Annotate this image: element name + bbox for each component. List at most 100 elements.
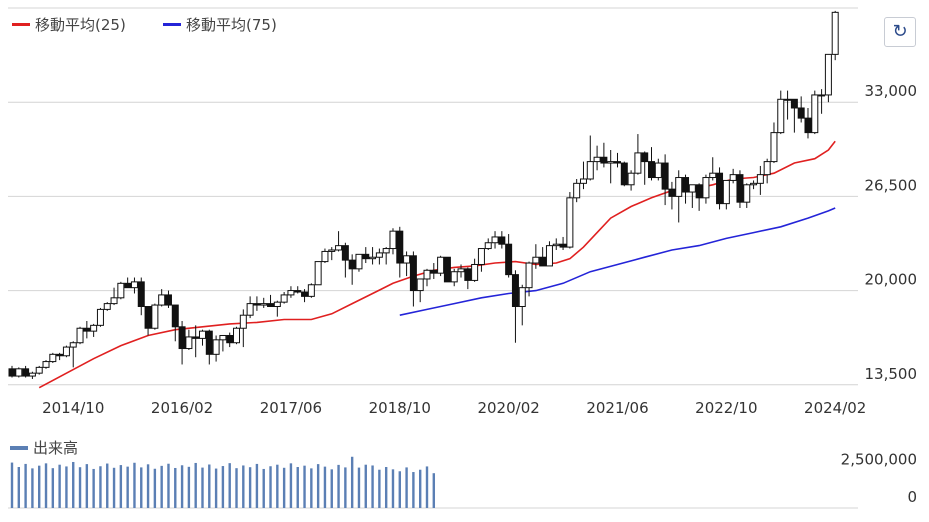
volume-bar <box>296 467 299 508</box>
candle <box>144 306 152 336</box>
legend-ma25: 移動平均(25) <box>12 14 126 35</box>
candle-body-up <box>824 53 832 96</box>
volume-bar <box>17 467 21 508</box>
candle <box>648 147 656 181</box>
candle <box>464 267 472 290</box>
candle-body-up <box>484 242 492 250</box>
volume-tick-label: 2,500,000 <box>841 451 917 469</box>
x-tick-label: 2017/06 <box>260 399 322 417</box>
candle-body-up <box>750 182 758 186</box>
candle-body-up <box>756 174 764 184</box>
candle <box>675 170 683 223</box>
candle-body-down <box>178 326 186 350</box>
volume-bar <box>10 462 14 508</box>
candle-body-up <box>280 294 288 303</box>
candle-body-up <box>586 161 594 180</box>
price-axis-labels: 33,000 26,500 20,000 13,500 <box>865 82 918 383</box>
x-tick-label: 2024/02 <box>804 399 866 417</box>
candle-body-down <box>83 327 91 332</box>
volume-bar <box>371 465 374 508</box>
volume-bar <box>432 473 436 508</box>
volume-bar <box>269 466 272 508</box>
candle <box>28 371 36 379</box>
volume-bar <box>112 467 116 508</box>
candle-body-up <box>607 161 615 164</box>
volume-bar <box>350 456 354 508</box>
candle <box>511 270 519 343</box>
volume-bar <box>330 469 333 508</box>
candle <box>477 248 485 272</box>
candle <box>246 296 254 319</box>
candle <box>457 264 465 278</box>
x-tick-label: 2018/10 <box>369 399 431 417</box>
candle-body-up <box>709 172 717 179</box>
candle-body-down <box>682 177 690 193</box>
candle <box>545 241 553 267</box>
candle <box>69 341 77 368</box>
volume-bar <box>344 467 347 508</box>
volume-bar <box>51 468 55 508</box>
candle-body-up <box>185 336 193 350</box>
candle <box>35 365 43 375</box>
volume-bar <box>418 469 422 508</box>
y-tick-label: 13,500 <box>865 365 918 383</box>
candle <box>443 256 451 283</box>
candle-body-down <box>790 98 798 109</box>
volume-swatch <box>10 445 28 450</box>
volume-bar <box>289 463 293 508</box>
candle <box>695 183 703 211</box>
candle-body-down <box>301 291 309 297</box>
candle-body-up <box>260 303 268 306</box>
candle <box>505 234 513 278</box>
candle <box>83 320 91 339</box>
x-tick-label: 2020/02 <box>477 399 539 417</box>
candle-body-up <box>96 308 104 326</box>
candle <box>716 167 724 210</box>
volume-bar <box>58 464 61 508</box>
volume-bar <box>126 466 129 508</box>
candle-body-down <box>804 117 812 134</box>
candle-body-down <box>613 161 621 164</box>
candle <box>280 292 288 304</box>
candle <box>763 158 771 184</box>
candle <box>341 242 349 278</box>
candle-body-up <box>49 353 57 363</box>
candle-body-up <box>518 287 526 308</box>
candle <box>226 332 234 348</box>
candle-body-up <box>62 346 70 357</box>
volume-bar <box>85 464 89 508</box>
candle-body-up <box>382 248 390 254</box>
ma75-label: 移動平均(75) <box>186 16 277 34</box>
candle <box>355 253 363 272</box>
candle <box>49 352 57 364</box>
refresh-button[interactable]: ↻ <box>884 17 916 47</box>
candle <box>831 10 839 61</box>
candle <box>62 345 70 358</box>
candle <box>369 247 377 265</box>
candle-body-up <box>545 245 553 267</box>
volume-bar <box>65 466 68 508</box>
volume-bar <box>337 464 340 508</box>
candle-body-up <box>729 174 737 181</box>
candle-body-down <box>539 256 547 267</box>
candle <box>151 303 159 330</box>
candle-body-up <box>389 230 397 250</box>
candle-body-down <box>341 245 349 261</box>
candle-body-up <box>287 290 295 296</box>
candle <box>348 254 356 285</box>
candle-body-up <box>722 179 730 205</box>
candle-body-up <box>763 161 771 176</box>
volume-bar <box>323 466 327 508</box>
candle-body-up <box>457 268 465 273</box>
volume-bar <box>276 464 279 508</box>
volume-bar <box>378 469 381 508</box>
volume-bar <box>425 466 429 508</box>
candle-body-up <box>219 334 227 341</box>
candle-body-up <box>35 366 43 374</box>
volume-bar <box>398 471 401 508</box>
candle-body-up <box>103 303 111 310</box>
candle-body-up <box>69 342 77 348</box>
candle-body-up <box>15 368 23 377</box>
candle <box>178 320 186 365</box>
